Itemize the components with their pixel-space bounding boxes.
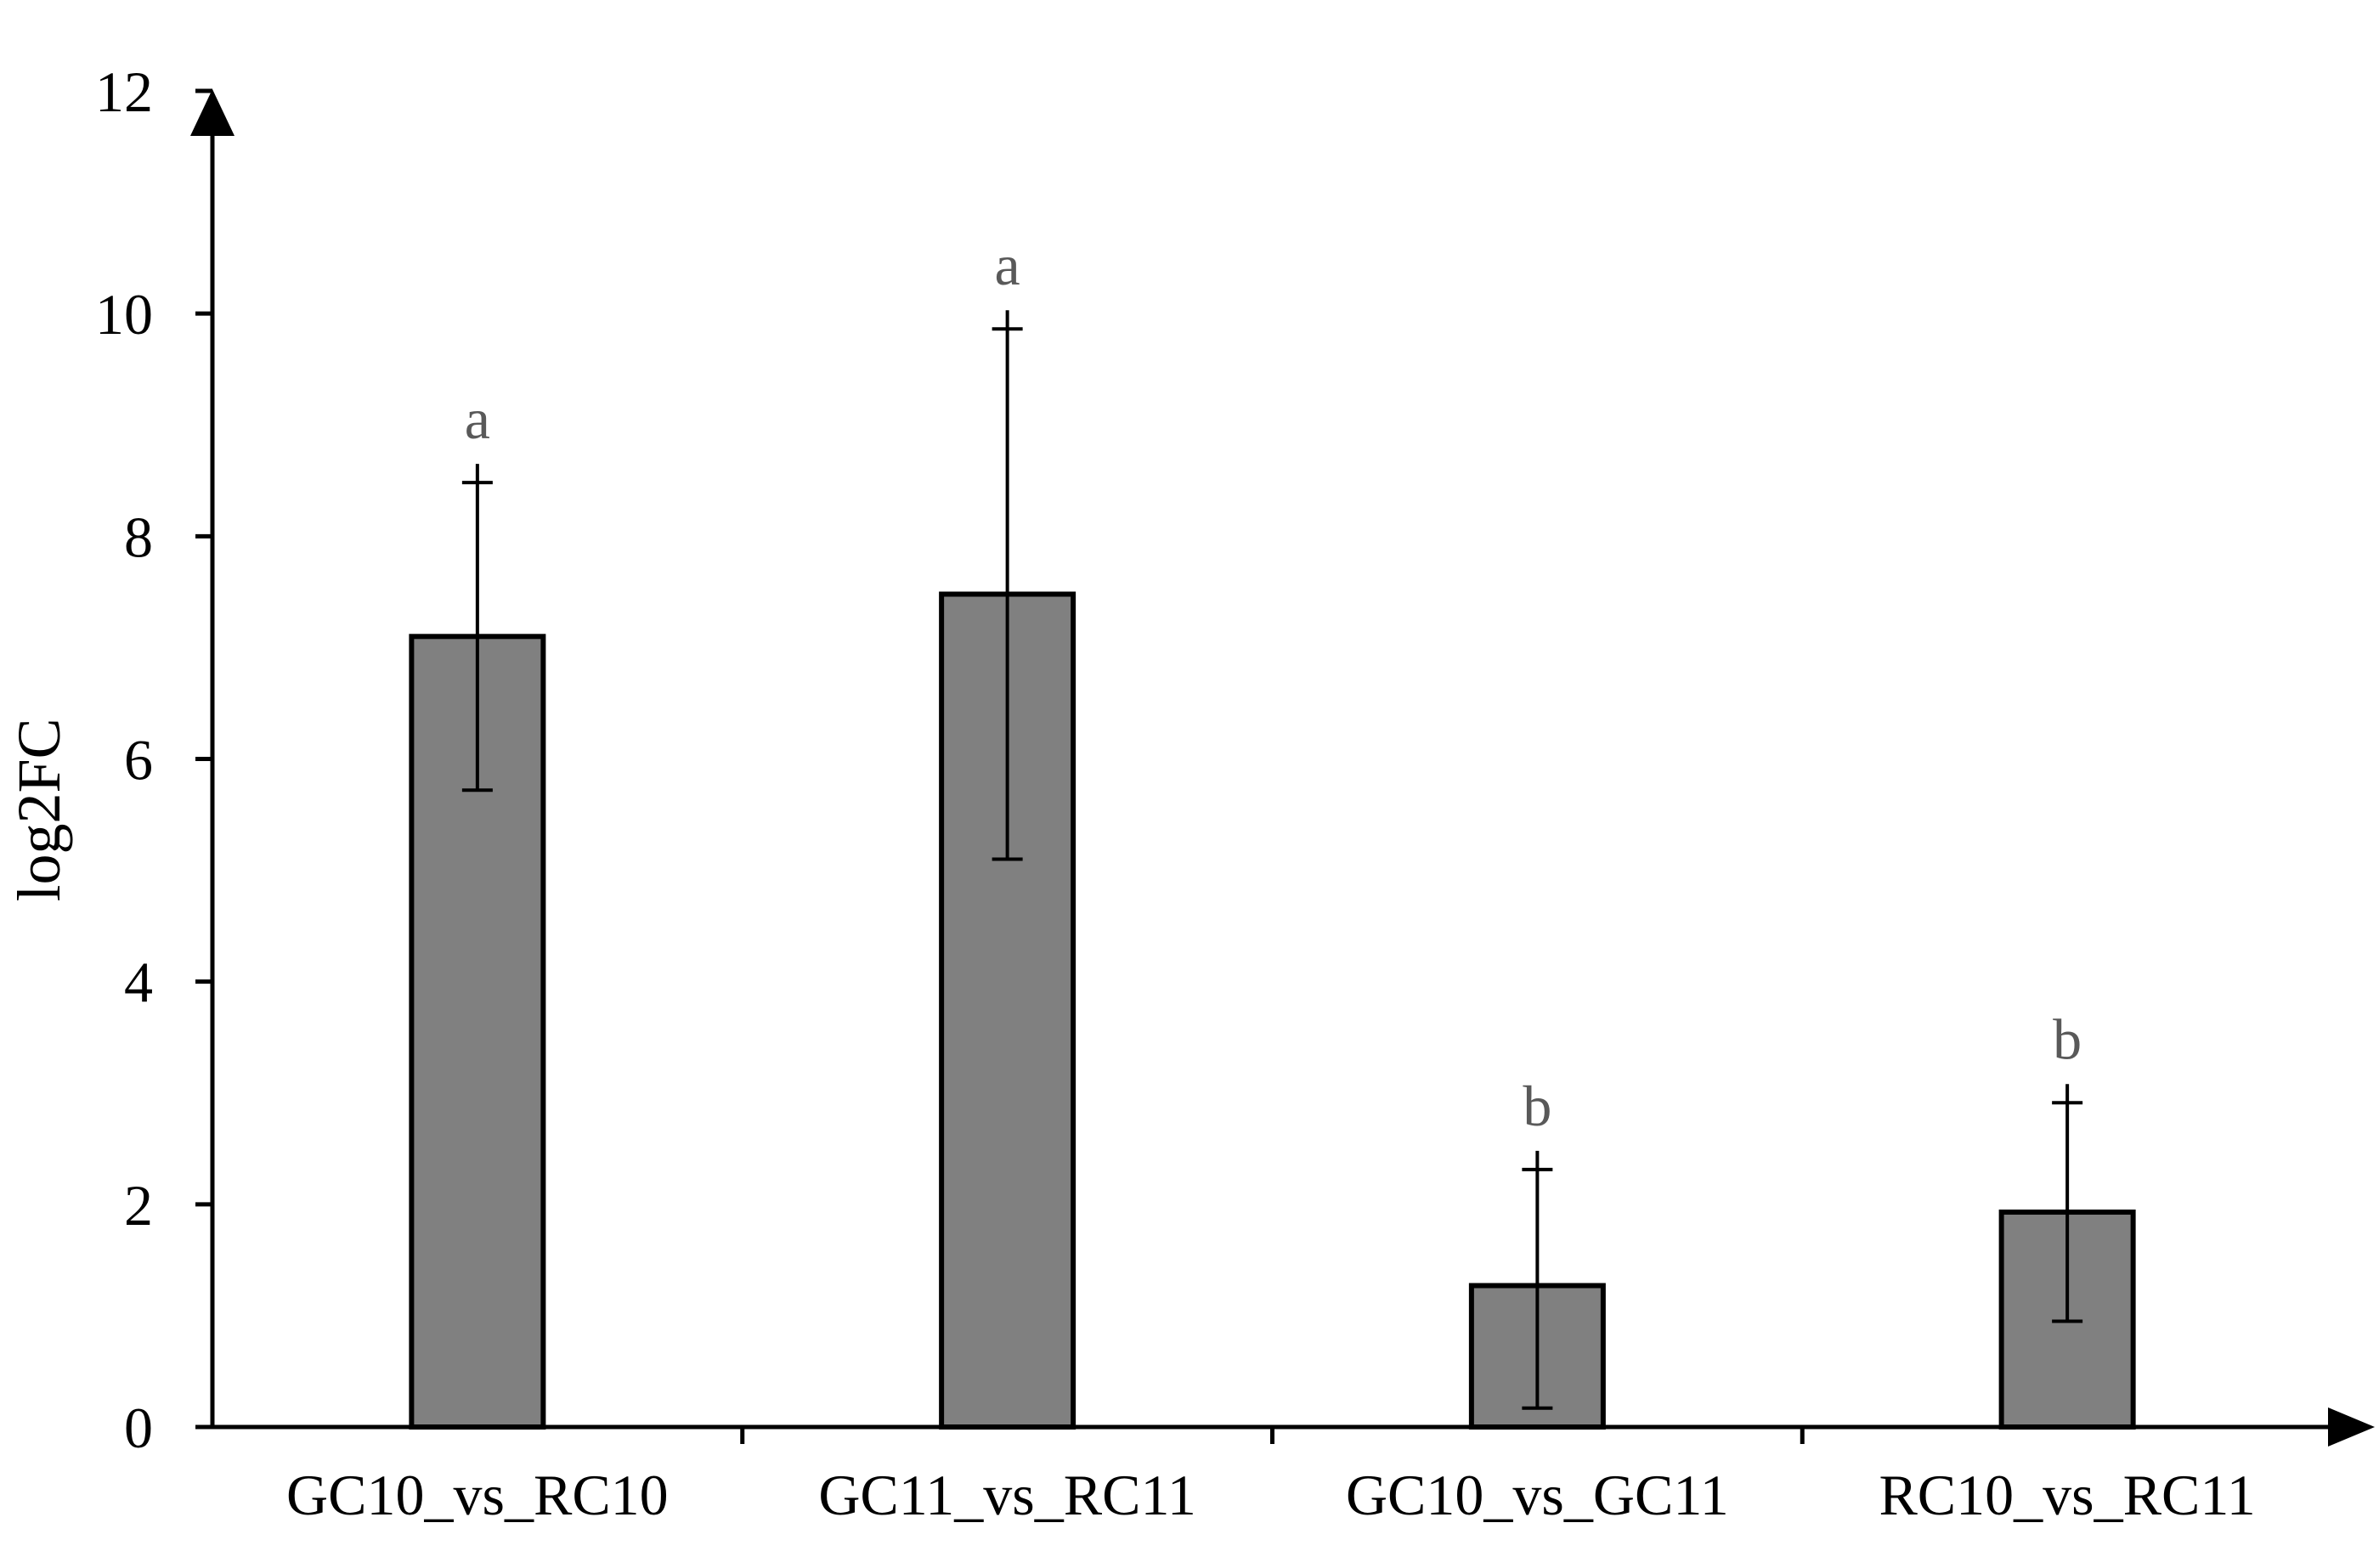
x-axis-arrow-icon xyxy=(2328,1407,2375,1447)
x-category-label: GC10_vs_RC10 xyxy=(286,1463,669,1527)
significance-label: a xyxy=(465,386,490,451)
y-tick-label: 8 xyxy=(124,505,153,569)
x-category-label: GC11_vs_RC11 xyxy=(818,1463,1196,1527)
x-category-label: GC10_vs_GC11 xyxy=(1346,1463,1729,1527)
significance-label: b xyxy=(2053,1007,2082,1071)
y-tick-label: 12 xyxy=(95,59,153,124)
x-category-label: RC10_vs_RC11 xyxy=(1879,1463,2255,1527)
y-tick-label: 0 xyxy=(124,1396,153,1460)
y-tick-label: 2 xyxy=(124,1173,153,1238)
significance-label: a xyxy=(995,233,1020,297)
y-tick-label: 4 xyxy=(124,950,153,1015)
y-tick-label: 10 xyxy=(95,282,153,347)
y-tick-label: 6 xyxy=(124,728,153,792)
y-axis-arrow-icon xyxy=(190,89,235,136)
y-axis-label: log2FC xyxy=(5,718,73,901)
significance-label: b xyxy=(1523,1074,1551,1138)
